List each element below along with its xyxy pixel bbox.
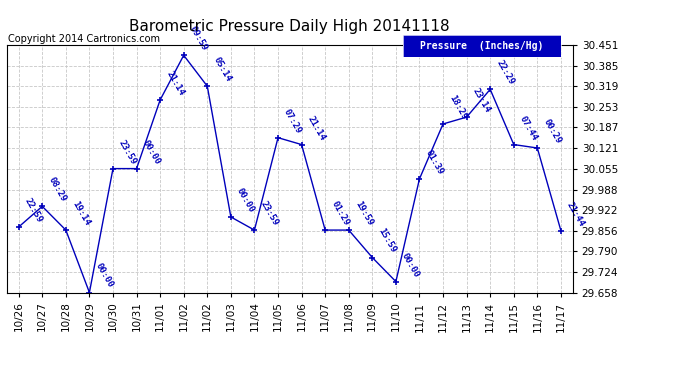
Text: Barometric Pressure Daily High 20141118: Barometric Pressure Daily High 20141118 — [130, 19, 450, 34]
Text: 22:59: 22:59 — [23, 196, 44, 224]
Text: 23:59: 23:59 — [259, 200, 280, 227]
Text: 00:00: 00:00 — [235, 186, 256, 214]
Text: 00:00: 00:00 — [94, 262, 115, 290]
Text: 00:00: 00:00 — [400, 251, 422, 279]
Text: 09:59: 09:59 — [188, 25, 209, 52]
Text: 23:59: 23:59 — [117, 138, 139, 166]
Text: 15:59: 15:59 — [377, 227, 397, 255]
Text: 00:00: 00:00 — [141, 138, 162, 166]
Text: 23:14: 23:14 — [471, 87, 492, 114]
Text: 01:39: 01:39 — [424, 148, 445, 176]
Text: 18:29: 18:29 — [447, 93, 469, 121]
Text: 08:29: 08:29 — [46, 176, 68, 204]
Text: 05:14: 05:14 — [211, 56, 233, 83]
Text: 07:44: 07:44 — [518, 114, 539, 142]
Text: 21:14: 21:14 — [306, 114, 327, 142]
Text: 19:59: 19:59 — [353, 200, 374, 227]
Text: 01:29: 01:29 — [329, 200, 351, 227]
Text: 22:29: 22:29 — [494, 59, 515, 87]
Text: 21:14: 21:14 — [164, 69, 186, 97]
Text: 07:29: 07:29 — [282, 107, 304, 135]
Text: 21:44: 21:44 — [565, 200, 586, 228]
Text: Copyright 2014 Cartronics.com: Copyright 2014 Cartronics.com — [8, 34, 160, 44]
Text: 19:14: 19:14 — [70, 200, 91, 227]
Text: 00:29: 00:29 — [542, 117, 563, 145]
